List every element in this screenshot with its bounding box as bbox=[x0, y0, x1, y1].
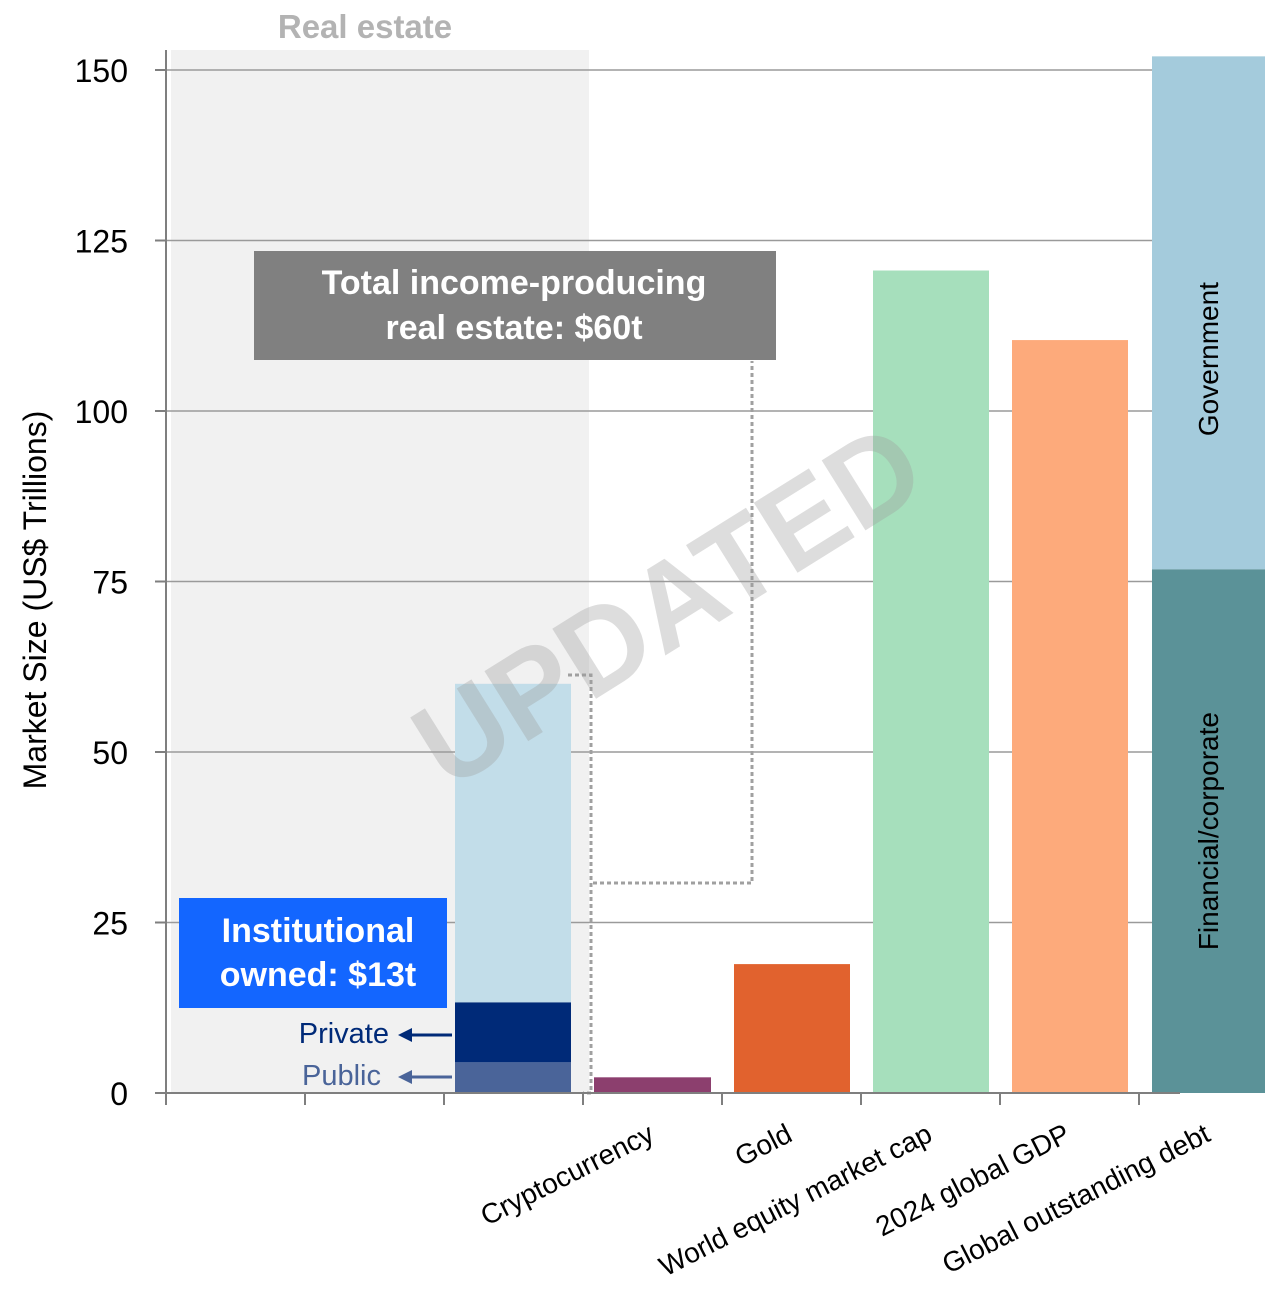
financial-corporate-label: Financial/corporate bbox=[1193, 712, 1224, 950]
private-label: Private bbox=[299, 1018, 389, 1050]
total-real-estate-label-line2: real estate: $60t bbox=[385, 309, 642, 347]
bars bbox=[455, 56, 1265, 1093]
institutional-owned-label-line2: owned: $13t bbox=[220, 956, 416, 994]
bar-segment bbox=[594, 1077, 711, 1093]
real-estate-region-label: Real estate bbox=[278, 8, 452, 45]
y-tick-label: 150 bbox=[75, 53, 128, 89]
public-arrow-head bbox=[398, 1070, 412, 1084]
total-real-estate-label-line1: Total income-producing bbox=[322, 264, 707, 302]
bar-segment bbox=[1012, 340, 1128, 1093]
y-tick-label: 125 bbox=[75, 224, 128, 260]
bar-segment bbox=[455, 683, 571, 1003]
bar-segment bbox=[734, 964, 850, 1093]
bar-segment bbox=[1152, 56, 1265, 570]
public-label: Public bbox=[302, 1060, 381, 1092]
total-real-estate-box bbox=[254, 251, 776, 360]
x-category-label: Gold bbox=[730, 1118, 797, 1172]
x-category-label: Global outstanding debt bbox=[937, 1118, 1215, 1280]
y-axis-title: Market Size (US$ Trillions) bbox=[17, 411, 53, 790]
y-tick-label: 75 bbox=[92, 565, 128, 601]
y-tick-label: 0 bbox=[110, 1076, 128, 1112]
y-tick-label: 50 bbox=[92, 735, 128, 771]
bar-segment bbox=[1152, 569, 1265, 1093]
x-axis bbox=[155, 1092, 1180, 1105]
bar-segment bbox=[873, 270, 989, 1093]
y-tick-label: 25 bbox=[92, 906, 128, 942]
bar-segment bbox=[455, 1002, 571, 1063]
government-label: Government bbox=[1193, 282, 1224, 436]
institutional-owned-box bbox=[179, 898, 447, 1008]
y-axis-ticks: 0 25 50 75 100 125 150 bbox=[75, 50, 167, 1112]
y-tick-label: 100 bbox=[75, 394, 128, 430]
institutional-owned-label-line1: Institutional bbox=[222, 912, 415, 950]
x-category-label: World equity market cap bbox=[654, 1118, 937, 1282]
x-category-label: Cryptocurrency bbox=[475, 1118, 658, 1232]
bar-segment bbox=[455, 1062, 571, 1093]
private-arrow-head bbox=[398, 1028, 412, 1042]
